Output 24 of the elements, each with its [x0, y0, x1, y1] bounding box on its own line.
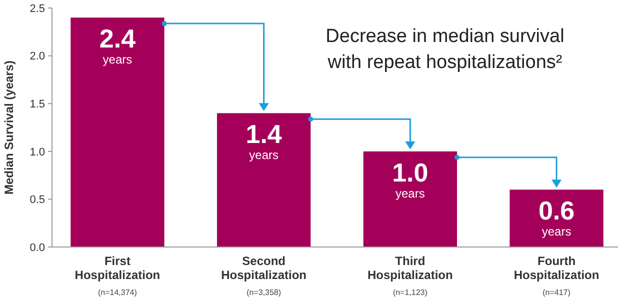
- data-label: 1.4 years: [246, 119, 282, 162]
- y-tick-label: 1.5: [30, 98, 45, 110]
- x-tick-label: Third Hospitalization: [368, 254, 453, 282]
- y-tick-label: 2.5: [30, 2, 45, 15]
- text: (n=417): [542, 288, 571, 297]
- x-tick-label: Second Hospitalization: [221, 254, 306, 282]
- text: Decrease in median survival with repeat hospitalizations²: [326, 26, 564, 73]
- y-tick-label: 0.5: [30, 194, 45, 206]
- y-tick-label: 2.0: [30, 50, 45, 63]
- bar: [510, 190, 604, 247]
- bar: [216, 113, 311, 247]
- text: (n=3,358): [246, 288, 282, 297]
- text: (n=1,123): [392, 288, 428, 297]
- y-tick-label: 1.0: [30, 146, 45, 158]
- y-axis-title: Median Survival (years): [2, 60, 16, 195]
- x-tick-label: First Hospitalization: [74, 254, 160, 282]
- data-label: 2.4 years: [99, 24, 136, 67]
- bar: [70, 18, 164, 247]
- data-label: 0.6 years: [538, 196, 575, 239]
- x-tick-label: Fourth Hospitalization: [514, 254, 600, 282]
- y-tick-label: 0.0: [30, 242, 45, 254]
- bar: [363, 151, 458, 247]
- data-label: 1.0 years: [392, 157, 428, 200]
- text: (n=14,374): [98, 288, 138, 297]
